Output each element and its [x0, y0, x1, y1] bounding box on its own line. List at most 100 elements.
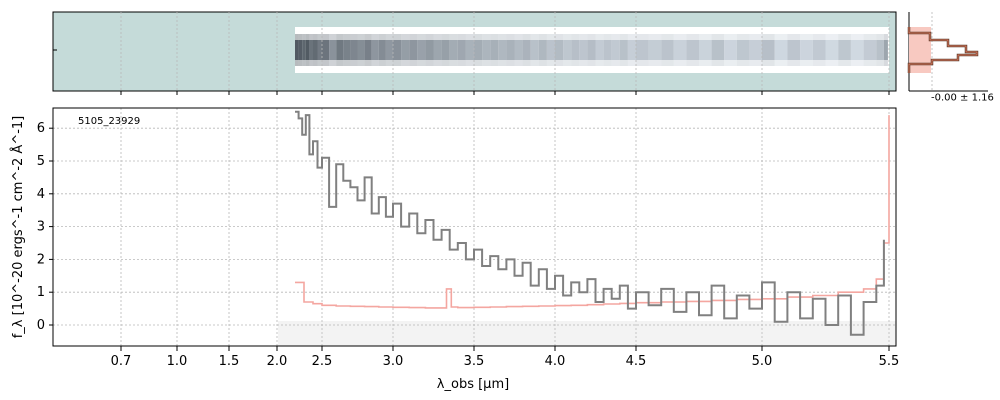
histogram-line — [908, 27, 978, 73]
spectrum-2d-cell — [498, 34, 507, 40]
spectrum-2d-cell — [571, 40, 580, 60]
spectrum-2d-cell — [449, 60, 458, 66]
x-tick-label: 0.7 — [111, 354, 132, 369]
spectrum-2d-cell — [409, 60, 418, 66]
spectrum-2d-cell — [425, 40, 434, 60]
spectrum-2d-cell — [313, 34, 318, 40]
spectrum-2d-cell — [474, 40, 483, 60]
spectrum-2d-cell — [825, 60, 839, 66]
spectrum-2d-cell — [490, 60, 499, 66]
spectrum-2d-cell — [302, 40, 306, 60]
spectrum-2d-cell — [611, 34, 620, 40]
x-tick-label: 2.5 — [312, 354, 333, 369]
spectrum-2d-cell — [343, 34, 351, 40]
spectrum-2d-cell — [812, 40, 826, 60]
spectrum-2d-cell — [522, 34, 531, 40]
x-ticks: 0.7 1.0 1.5 2.0 2.5 3.0 3.5 4.0 4.5 5.0 5.5 — [111, 346, 900, 369]
spectrum-2d-cell — [441, 34, 450, 40]
histogram-panel: -0.00 ± 1.16 — [907, 12, 994, 103]
spectrum-2d-cell — [661, 34, 674, 40]
spectrum-2d-cell — [611, 60, 620, 66]
spectrum-2d-cell — [603, 34, 612, 40]
spectrum-2d-cell — [298, 40, 303, 60]
spectrum-2d-cell — [350, 60, 358, 66]
spectrum-2d-cell — [357, 34, 365, 40]
spectrum-2d-cell — [343, 60, 351, 66]
spectrum-2d-cell — [762, 34, 775, 40]
spectrum-2d-cell — [305, 34, 310, 40]
y-tick-label: 5 — [37, 154, 45, 169]
spectrum-2d-cell — [711, 40, 725, 60]
spectrum-2d-cell — [322, 34, 330, 40]
spectrum-2d-cell — [317, 40, 322, 60]
spectrum-2d-cell — [401, 40, 410, 60]
spectrum-2d-cell — [724, 60, 737, 66]
spectrum-2d-cell — [595, 34, 604, 40]
spectrum-2d-cell — [736, 40, 750, 60]
spectrum-2d-cell — [876, 40, 884, 60]
plot-frame — [52, 107, 897, 347]
spectrum-2d-cell — [587, 40, 596, 60]
spectrum-2d-cell — [571, 60, 580, 66]
spectrum-2d-cell — [636, 60, 649, 66]
spectrum-2d-cell — [546, 34, 555, 40]
spectrum-2d-cell — [736, 34, 750, 40]
spectrum-2d-cell — [546, 60, 555, 66]
spectrum-2d-cell — [514, 40, 523, 60]
x-tick-label: 1.5 — [219, 354, 240, 369]
spectrum-2d-strips — [295, 34, 888, 66]
spectrum-2d-cell — [417, 60, 426, 66]
spectrum-2d-cell — [883, 60, 888, 66]
spectrum-2d-cell — [800, 34, 813, 40]
spectrum-2d-cell — [673, 40, 687, 60]
spectrum-2d-cell — [482, 40, 491, 60]
y-ticks: 0 1 2 3 4 5 6 — [37, 121, 53, 333]
spectrum-2d-cell — [302, 60, 306, 66]
spectrum-2d-cell — [322, 60, 330, 66]
histogram-label: -0.00 ± 1.16 — [931, 92, 994, 103]
spectrum-2d-cell — [313, 60, 318, 66]
spectrum-2d-cell — [522, 40, 531, 60]
x-tick-label: 5.5 — [879, 354, 900, 369]
spectrum-2d-cell — [863, 60, 877, 66]
spectrum-2d-cell — [343, 40, 351, 60]
spectrum-2d-cell — [336, 60, 344, 66]
spectrum-2d-cell — [883, 34, 888, 40]
spectrum-2d-cell — [295, 60, 299, 66]
spectrum-2d-cell — [329, 60, 337, 66]
spectrum-2d-cell — [317, 34, 322, 40]
spectrum-2d-cell — [385, 60, 393, 66]
spectrum-2d-cell — [506, 60, 515, 66]
spectrum-2d-cell — [378, 34, 386, 40]
spectrum-2d-cell — [546, 40, 555, 60]
spectrum-2d-cell — [579, 60, 588, 66]
spectrum-2d-cell — [636, 40, 649, 60]
spectrum-2d-cell — [371, 34, 379, 40]
spectrum-2d-cell — [648, 40, 662, 60]
spectrum-2d-cell — [357, 60, 365, 66]
spectrum-2d-cell — [749, 34, 762, 40]
spectrum-2d-cell — [433, 60, 442, 66]
spectrum-2d-cell — [482, 34, 491, 40]
spectrum-2d-cell — [876, 34, 884, 40]
spectrum-2d-cell — [800, 40, 813, 60]
spectrum-2d-cell — [506, 40, 515, 60]
spectrum-2d-cell — [538, 40, 547, 60]
spectrum-2d-cell — [309, 34, 313, 40]
spectrum-2d-cell — [364, 60, 372, 66]
spectrum-2d-cell — [595, 40, 604, 60]
spectrum-2d-cell — [364, 34, 372, 40]
series-group — [295, 110, 890, 336]
spectrum-2d-cell — [309, 60, 313, 66]
spectrum-2d-cell — [686, 40, 699, 60]
spectrum-2d-cell — [587, 34, 596, 40]
spectrum-2d-cell — [563, 40, 572, 60]
spectrum-2d-cell — [863, 34, 877, 40]
spectrum-2d-cell — [482, 60, 491, 66]
spectrum-2d-cell — [393, 40, 402, 60]
spectrum-2d-cell — [838, 60, 851, 66]
histogram-band — [909, 27, 931, 73]
spectrum-2d-cell — [749, 60, 762, 66]
x-tick-label: 1.0 — [167, 354, 188, 369]
